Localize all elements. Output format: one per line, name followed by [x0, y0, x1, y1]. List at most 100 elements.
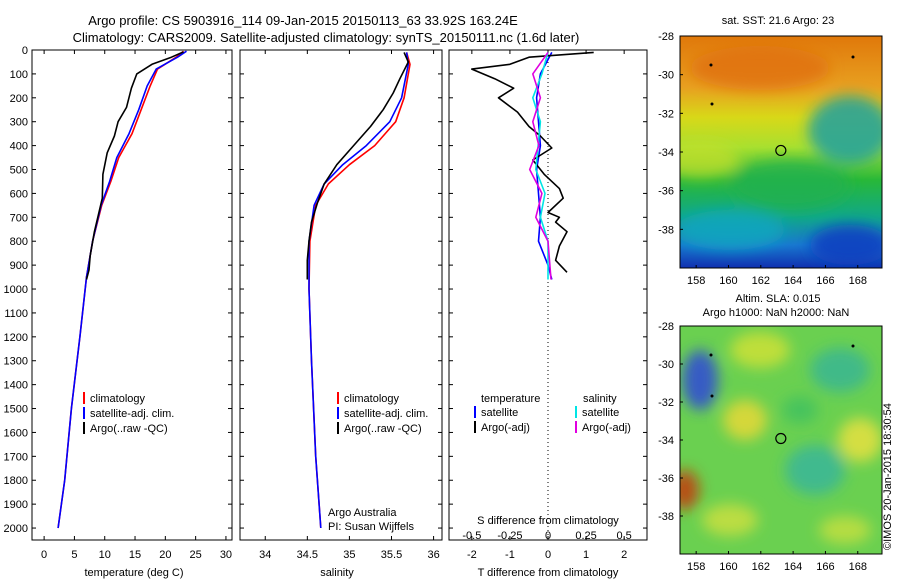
- series-line-t-argo-adj-: [470, 51, 594, 273]
- x-tick-label: 36: [427, 549, 439, 561]
- map-x-tick-label: 168: [849, 275, 867, 287]
- map-x-tick-label: 162: [752, 561, 770, 573]
- map-x-tick-label: 166: [816, 561, 834, 573]
- map-x-tick-label: 162: [752, 275, 770, 287]
- x-tick-label: -1: [505, 549, 515, 561]
- sla-field: [680, 326, 882, 554]
- series-line-s-argo-adj-: [528, 51, 552, 280]
- y-tick-label: 1200: [4, 332, 28, 344]
- map-x-tick-label: 164: [784, 275, 802, 287]
- map-y-tick-label: -30: [658, 359, 674, 371]
- temperature-legend: climatology satellite-adj. clim. Argo(..…: [83, 392, 174, 435]
- legend-title-temperature: temperature: [481, 393, 540, 405]
- y-tick-label: 1100: [4, 308, 28, 320]
- sst-map-ticks: 158 160 162 164 166 168 -28 -30 -32 -34 -36 -38: [658, 31, 867, 287]
- map-x-tick-label: 158: [687, 275, 705, 287]
- map-y-tick-label: -38: [658, 224, 674, 236]
- x-tick-label: 34: [259, 549, 271, 561]
- x-tick-label: 2: [621, 549, 627, 561]
- map-y-tick-label: -32: [658, 397, 674, 409]
- map-y-tick-label: -34: [658, 435, 674, 447]
- legend-label-satellite: satellite-adj. clim.: [90, 408, 174, 420]
- difference-lines: [470, 51, 594, 280]
- sst-field: [680, 36, 882, 268]
- map-y-tick-label: -36: [658, 473, 674, 485]
- s-difference-label: S difference from climatology: [477, 515, 619, 527]
- y-tick-label: 1700: [4, 451, 28, 463]
- map-y-tick-label: -32: [658, 108, 674, 120]
- y-tick-label: 400: [10, 141, 28, 153]
- x-tick-label: 35.5: [381, 549, 402, 561]
- map-y-tick-label: -34: [658, 147, 674, 159]
- other-float-marker: [710, 102, 714, 106]
- x-tick-label: 34.5: [297, 549, 318, 561]
- sla-map: Altim. SLA: 0.015 Argo h1000: NaN h2000:…: [658, 293, 883, 573]
- other-float-marker: [851, 344, 855, 348]
- map-x-tick-label: 158: [687, 561, 705, 573]
- salinity-xlabel: salinity: [320, 567, 354, 579]
- map-x-tick-label: 164: [784, 561, 802, 573]
- y-tick-label: 300: [10, 117, 28, 129]
- legend-label-t-argo: Argo(-adj): [481, 422, 530, 434]
- salinity-legend: climatology satellite-adj. clim. Argo(..…: [337, 392, 428, 435]
- series-line-satellite-adj-clim-: [57, 50, 187, 529]
- other-float-marker: [710, 394, 714, 398]
- y-tick-label: 1600: [4, 427, 28, 439]
- x-tick-label: 1: [583, 549, 589, 561]
- y-tick-label: 0: [22, 45, 28, 57]
- y-tick-label: 1400: [4, 380, 28, 392]
- map-x-tick-label: 168: [849, 561, 867, 573]
- legend-label-climatology: climatology: [90, 393, 146, 405]
- figure-title-line1: Argo profile: CS 5903916_114 09-Jan-2015…: [88, 13, 518, 28]
- salinity-axes: [239, 49, 443, 541]
- salinity-panel: 34 34.5 35 35.5 36 salinity climatology sate…: [239, 49, 443, 579]
- y-tick-label: 2000: [4, 523, 28, 535]
- x-tick-label: 20: [159, 549, 171, 561]
- y-tick-label: 1900: [4, 499, 28, 511]
- sla-map-ticks: 158 160 162 164 166 168 -28 -30 -32 -34 -36 -38: [658, 321, 867, 573]
- temperature-ticks: 0 5 10 15 20 25 30: [41, 50, 232, 561]
- map-y-tick-label: -28: [658, 31, 674, 43]
- y-tick-label: 600: [10, 188, 28, 200]
- x-tick-label: 0: [545, 549, 551, 561]
- sla-map-title: Altim. SLA: 0.015: [736, 293, 821, 305]
- y-tick-label: 100: [10, 69, 28, 81]
- other-float-marker: [709, 63, 713, 67]
- temperature-axes: [31, 49, 233, 541]
- sst-map: sat. SST: 21.6 Argo: 23 158 160 162 164 166 1…: [658, 15, 883, 287]
- x-tick-label: 30: [220, 549, 232, 561]
- legend-label-s-satellite: satellite: [582, 407, 619, 419]
- s-tick-label: 0.25: [575, 530, 596, 542]
- legend-title-salinity: salinity: [583, 393, 617, 405]
- difference-ticks: -2 -1 0 1 2: [449, 49, 647, 561]
- x-tick-label: 25: [190, 549, 202, 561]
- sla-map-subtitle: Argo h1000: NaN h2000: NaN: [703, 307, 850, 319]
- map-y-tick-label: -30: [658, 70, 674, 82]
- legend-label-argo: Argo(..raw -QC): [90, 423, 168, 435]
- x-tick-label: 35: [343, 549, 355, 561]
- other-float-marker: [709, 353, 713, 357]
- salinity-ticks: 34 34.5 35 35.5 36: [240, 49, 442, 561]
- figure-title-line2: Climatology: CARS2009. Satellite-adjuste…: [73, 30, 580, 45]
- map-y-tick-label: -36: [658, 186, 674, 198]
- map-x-tick-label: 160: [719, 561, 737, 573]
- series-line-argo-raw-qc-: [306, 52, 410, 280]
- series-line-argo-raw-qc-: [85, 51, 184, 280]
- s-tick-label: -0.25: [497, 530, 522, 542]
- x-tick-label: 0: [41, 549, 47, 561]
- float-position-marker: [775, 432, 787, 445]
- map-x-tick-label: 166: [816, 275, 834, 287]
- legend-label-s-argo: Argo(-adj): [582, 422, 631, 434]
- legend-label-argo: Argo(..raw -QC): [344, 423, 422, 435]
- temperature-panel: 0100200300400500600700800900100011001200…: [4, 45, 233, 579]
- y-tick-label: 1000: [4, 284, 28, 296]
- temperature-xlabel: temperature (deg C): [84, 567, 183, 579]
- y-tick-label: 900: [10, 260, 28, 272]
- x-tick-label: -2: [467, 549, 477, 561]
- salinity-lines: [306, 52, 411, 529]
- y-tick-label: 700: [10, 212, 28, 224]
- legend-label-t-satellite: satellite: [481, 407, 518, 419]
- series-line-s-satellite: [531, 52, 549, 280]
- y-tick-label: 1500: [4, 404, 28, 416]
